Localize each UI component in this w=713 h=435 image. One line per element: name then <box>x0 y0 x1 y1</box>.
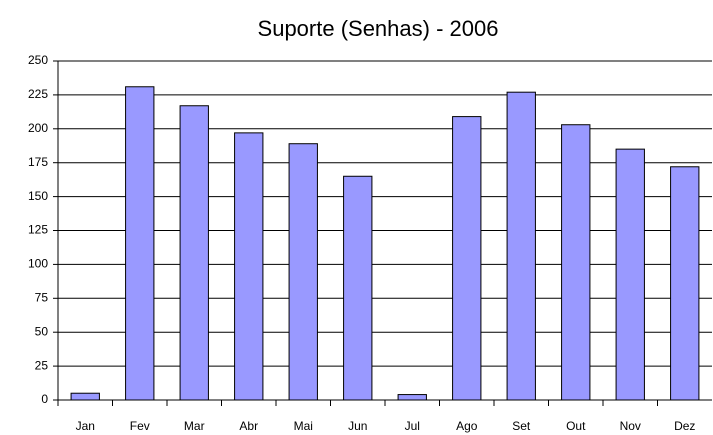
bar <box>561 124 591 401</box>
y-tick-label: 200 <box>28 121 48 135</box>
bar <box>125 86 155 401</box>
bar <box>670 166 700 401</box>
x-tick-label: Nov <box>620 419 641 433</box>
bar <box>452 116 482 401</box>
y-tick-label: 125 <box>28 223 48 237</box>
x-tick-label: Jan <box>76 419 95 433</box>
x-tick-label: Set <box>512 419 531 433</box>
y-tick-label: 0 <box>41 392 48 406</box>
x-tick-label: Ago <box>456 419 478 433</box>
x-tick-label: Abr <box>239 419 258 433</box>
bar <box>615 148 645 401</box>
bar <box>179 105 209 401</box>
bar <box>288 143 318 401</box>
x-tick-label: Out <box>566 419 586 433</box>
y-tick-label: 100 <box>28 257 48 271</box>
chart-title: Suporte (Senhas) - 2006 <box>258 16 499 41</box>
x-tick-label: Jul <box>405 419 420 433</box>
y-tick-label: 50 <box>35 324 49 338</box>
x-tick-label: Dez <box>674 419 695 433</box>
y-tick-label: 250 <box>28 53 48 67</box>
bar <box>234 132 264 401</box>
y-tick-label: 25 <box>35 358 49 372</box>
y-tick-label: 150 <box>28 189 48 203</box>
bar <box>506 91 536 401</box>
x-tick-label: Fev <box>130 419 150 433</box>
bar <box>397 394 427 401</box>
x-tick-label: Mar <box>184 419 205 433</box>
x-tick-label: Mai <box>294 419 313 433</box>
bar <box>70 392 100 401</box>
y-tick-label: 75 <box>35 290 49 304</box>
x-tick-label: Jun <box>348 419 367 433</box>
bar <box>343 175 373 401</box>
y-tick-label: 175 <box>28 155 48 169</box>
y-tick-label: 225 <box>28 87 48 101</box>
